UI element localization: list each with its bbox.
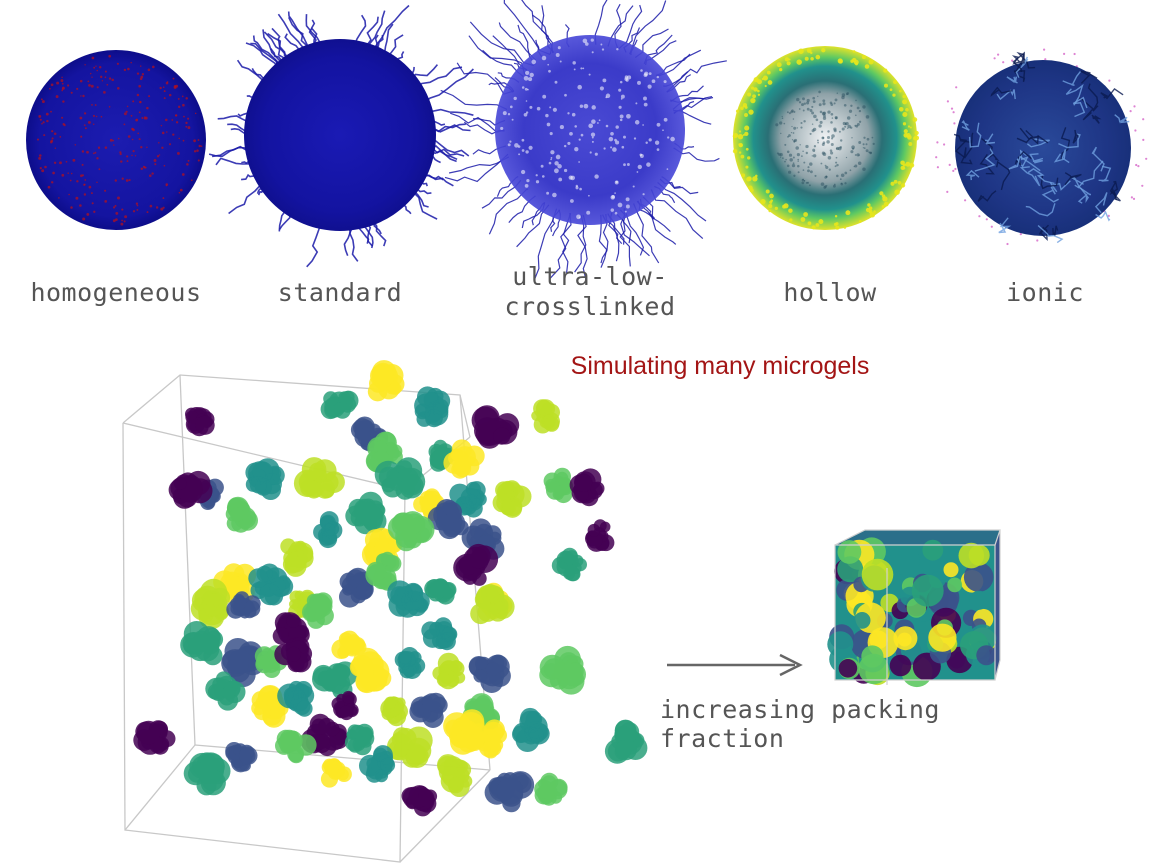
homogeneous-microgel-image xyxy=(26,50,206,230)
ionic-microgel-image xyxy=(935,48,1148,246)
ultra-low-crosslinked-microgel-image xyxy=(440,0,727,282)
label-hollow: hollow xyxy=(783,278,877,307)
section-title: Simulating many microgels xyxy=(570,352,870,380)
label-standard: standard xyxy=(277,278,403,307)
arrow-caption: increasing packing fraction xyxy=(660,695,940,753)
hollow-microgel-image xyxy=(732,46,920,230)
standard-microgel-image xyxy=(208,4,474,268)
label-ultra-low-crosslinked: ultra-low- crosslinked xyxy=(504,262,676,321)
dilute-microgel-cluster xyxy=(133,360,648,817)
label-homogeneous: homogeneous xyxy=(30,278,202,307)
dense-simulation-box xyxy=(827,529,1001,688)
arrow-right-icon xyxy=(667,653,803,677)
label-ionic: ionic xyxy=(1006,278,1084,307)
